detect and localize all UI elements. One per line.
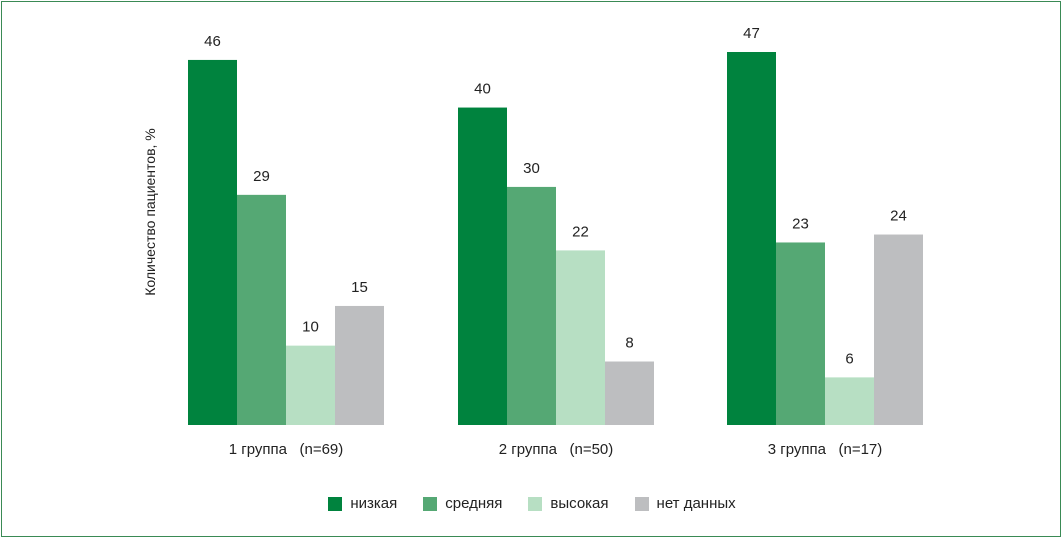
legend-label-low: низкая bbox=[350, 495, 398, 512]
bar-group3-low bbox=[727, 52, 776, 425]
category-label-group3: 3 группа (n=17) bbox=[768, 441, 883, 458]
legend-item-low: низкая bbox=[328, 495, 397, 512]
legend-swatch-low bbox=[328, 496, 343, 511]
data-label-group3-low: 47 bbox=[743, 25, 760, 42]
data-label-group1-no-data: 15 bbox=[351, 279, 368, 296]
bar-group3-no-data bbox=[874, 234, 923, 425]
legend-item-high: высокая bbox=[528, 495, 609, 512]
bar-group2-no-data bbox=[605, 361, 654, 425]
data-label-group3-high: 6 bbox=[845, 350, 853, 367]
data-label-group2-high: 22 bbox=[572, 223, 589, 240]
bar-group1-medium bbox=[237, 194, 286, 425]
bar-group2-medium bbox=[507, 186, 556, 425]
legend-swatch-medium bbox=[423, 496, 438, 511]
legend-label-medium: средняя bbox=[445, 495, 503, 512]
data-label-group3-no-data: 24 bbox=[890, 208, 907, 225]
bar-group1-high bbox=[286, 345, 335, 425]
bar-chart: 46 29 10 15 1 группа (n=69) 40 30 22 8 2 группа (… bbox=[188, 25, 923, 458]
legend-item-medium: средняя bbox=[423, 495, 502, 512]
legend-item-no-data: нет данных bbox=[634, 495, 736, 512]
bar-group2-high bbox=[556, 250, 605, 425]
data-label-group2-medium: 30 bbox=[523, 160, 540, 177]
legend-swatch-high bbox=[528, 496, 543, 511]
bar-group2-low bbox=[458, 107, 507, 425]
data-label-group1-medium: 29 bbox=[253, 168, 270, 185]
data-label-group2-low: 40 bbox=[474, 81, 491, 98]
category-label-group1: 1 группа (n=69) bbox=[229, 441, 344, 458]
bar-group1-no-data bbox=[335, 305, 384, 425]
category-label-group2: 2 группа (n=50) bbox=[499, 441, 614, 458]
y-axis-label: Количество пациентов, % bbox=[142, 128, 158, 296]
legend-label-no-data: нет данных bbox=[656, 495, 736, 512]
bar-group1-low bbox=[188, 59, 237, 426]
legend-label-high: высокая bbox=[550, 495, 609, 512]
bar-group3-high bbox=[825, 377, 874, 425]
data-label-group2-no-data: 8 bbox=[625, 335, 633, 352]
data-label-group1-low: 46 bbox=[204, 33, 221, 50]
legend-swatch-no-data bbox=[634, 496, 649, 511]
legend: низкая средняя высокая нет данных bbox=[0, 495, 1064, 512]
data-label-group3-medium: 23 bbox=[792, 215, 809, 232]
data-label-group1-high: 10 bbox=[302, 319, 319, 336]
bar-group3-medium bbox=[776, 242, 825, 425]
